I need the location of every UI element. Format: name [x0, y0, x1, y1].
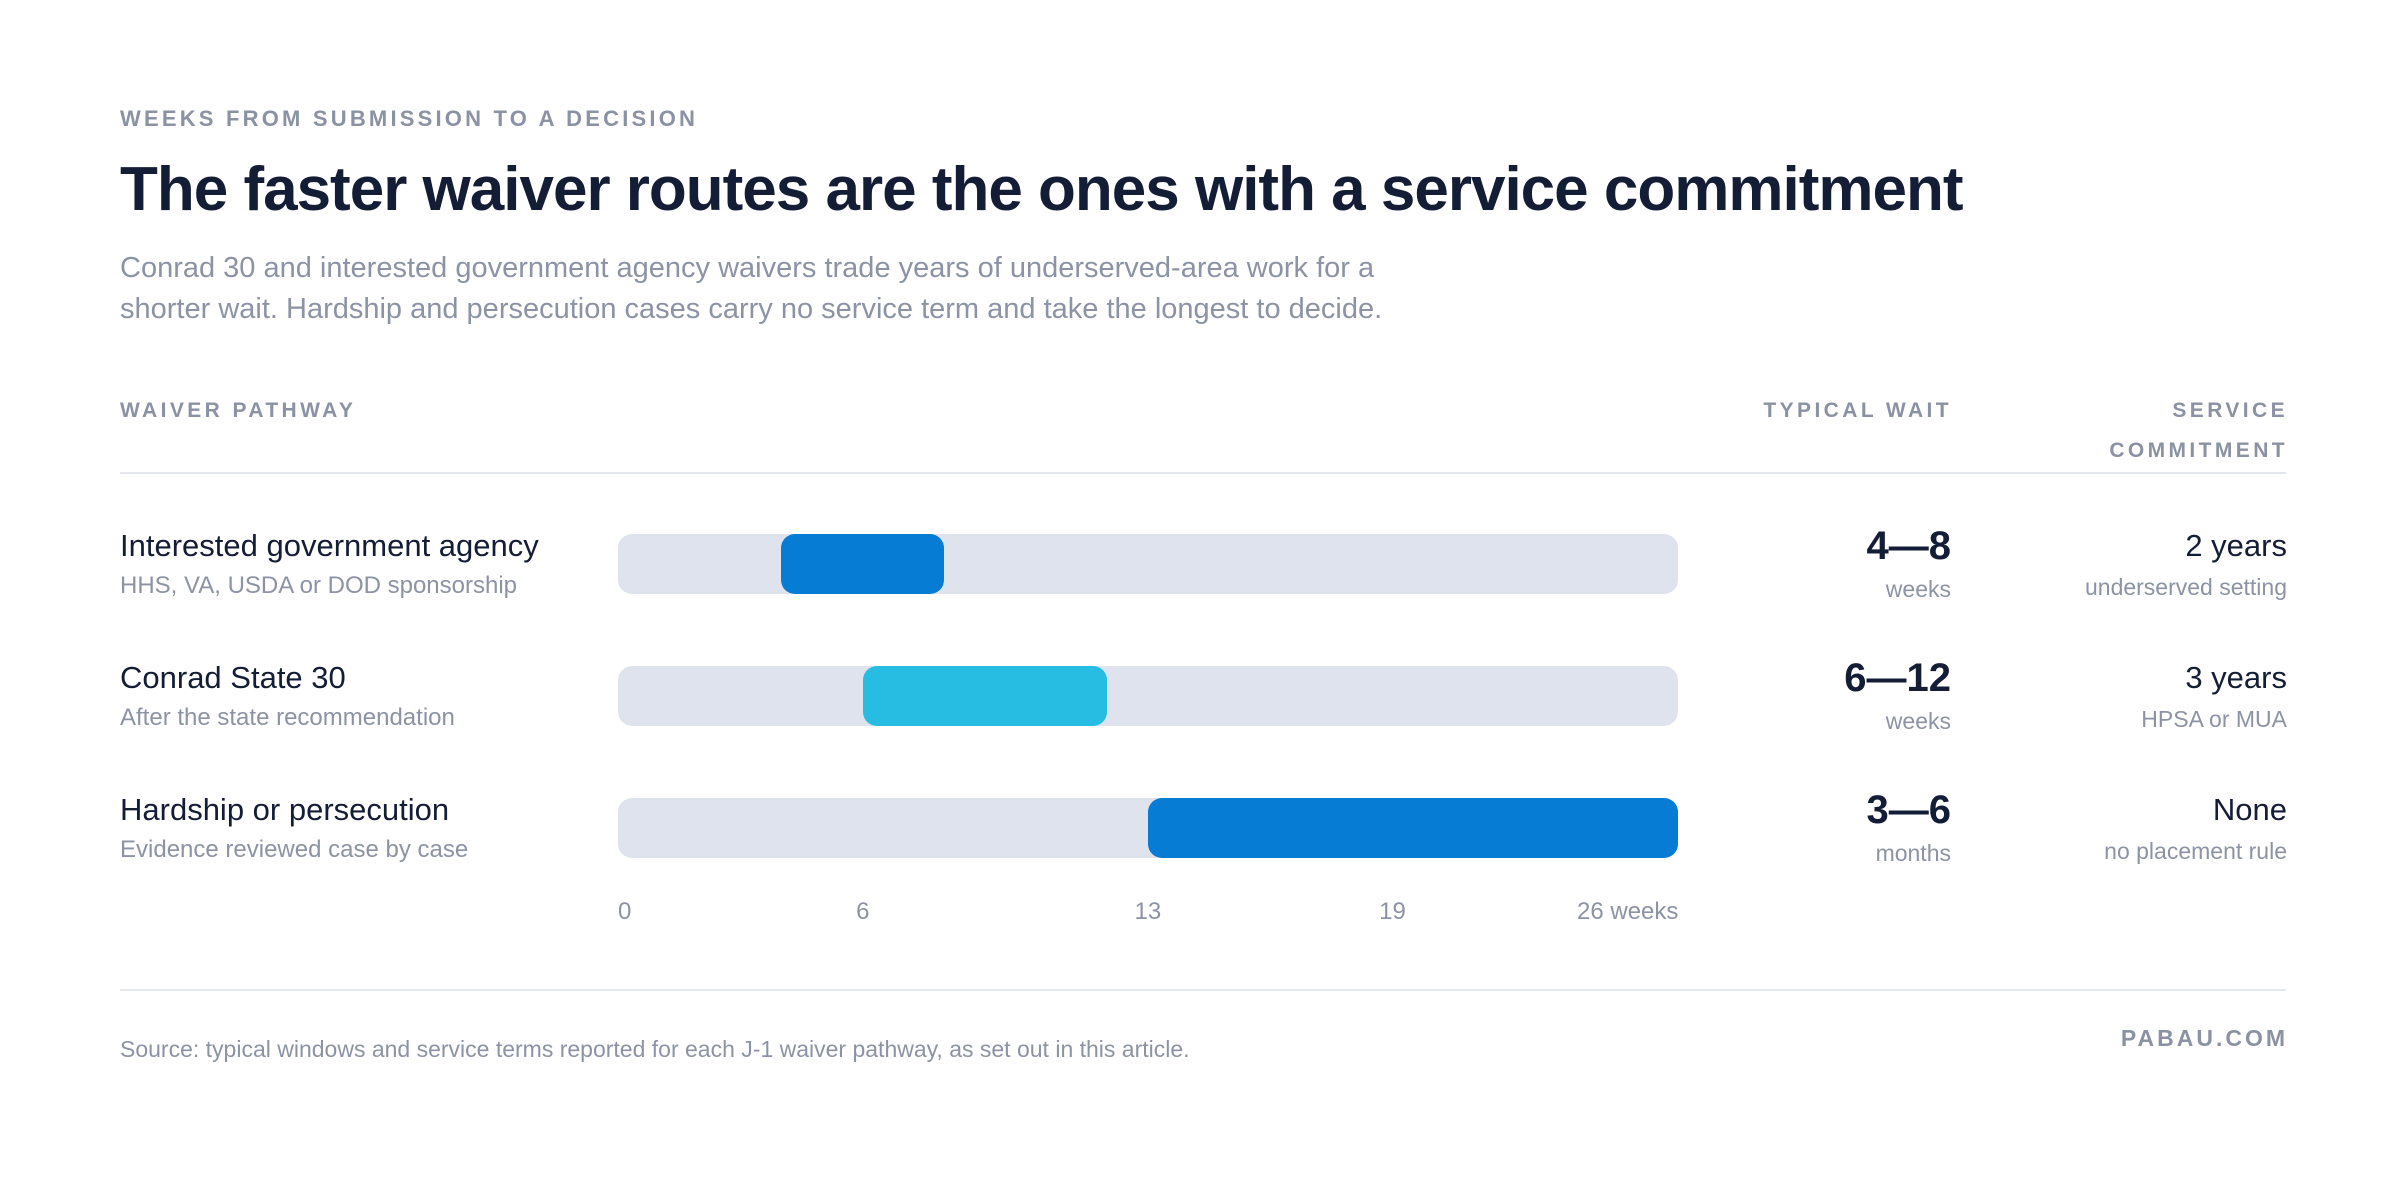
wait-value: 6—12 [1844, 656, 1951, 700]
pathway-sublabel: Evidence reviewed case by case [120, 836, 469, 863]
range-bar [1148, 798, 1678, 858]
source-note: Source: typical windows and service term… [120, 1036, 1190, 1062]
chart-subtitle: Conrad 30 and interested government agen… [120, 252, 1383, 325]
column-header-commitment-line2: COMMITMENT [2109, 439, 2288, 462]
brand-label: PABAU.COM [2120, 1025, 2288, 1051]
wait-unit: weeks [1885, 576, 1951, 602]
commitment-value: 2 years [2185, 528, 2287, 563]
pathway-label: Interested government agency [120, 528, 539, 563]
column-header-commitment: SERVICE COMMITMENT [2109, 391, 2288, 471]
x-tick-label: 19 [1379, 898, 1406, 925]
wait-value: 4—8 [1866, 524, 1952, 568]
x-tick-label: 13 [1134, 898, 1162, 925]
pathway-label: Hardship or persecution [120, 792, 450, 827]
commitment-value: 3 years [2185, 660, 2287, 695]
wait-unit: weeks [1885, 708, 1951, 734]
chart-row: Interested government agency HHS, VA, USD… [0, 524, 2400, 658]
chart-eyebrow: WEEKS FROM SUBMISSION TO A DECISION [120, 106, 699, 131]
chart-title: The faster waiver routes are the ones wi… [120, 155, 1963, 224]
pathway-label: Conrad State 30 [120, 660, 346, 695]
wait-unit: months [1875, 840, 1951, 866]
column-header-pathway: WAIVER PATHWAY [120, 399, 357, 422]
pathway-sublabel: HHS, VA, USDA or DOD sponsorship [120, 572, 518, 599]
x-tick-label: 6 [856, 898, 870, 925]
x-tick-label: 26 weeks [1577, 898, 1679, 925]
x-axis: 0 6 13 19 26 weeks [618, 898, 1678, 938]
commitment-sublabel: HPSA or MUA [2141, 706, 2287, 732]
pathway-sublabel: After the state recommendation [120, 704, 455, 731]
bar-track [618, 534, 1678, 594]
bar-track [618, 798, 1678, 858]
chart-row: Conrad State 30 After the state recommend… [0, 656, 2400, 790]
header-divider [120, 472, 2286, 474]
wait-value: 3—6 [1866, 788, 1952, 832]
range-bar [862, 666, 1108, 726]
footer-divider [120, 989, 2286, 991]
commitment-value: None [2212, 792, 2287, 827]
x-tick-label: 0 [618, 898, 632, 925]
commitment-sublabel: underserved setting [2084, 574, 2287, 600]
commitment-sublabel: no placement rule [2104, 838, 2287, 864]
bar-track [618, 666, 1678, 726]
column-header-commitment-line1: SERVICE [2172, 399, 2288, 422]
chart-row: Hardship or persecution Evidence reviewed… [0, 788, 2400, 922]
range-bar [781, 534, 945, 594]
column-header-wait: TYPICAL WAIT [1763, 399, 1952, 422]
